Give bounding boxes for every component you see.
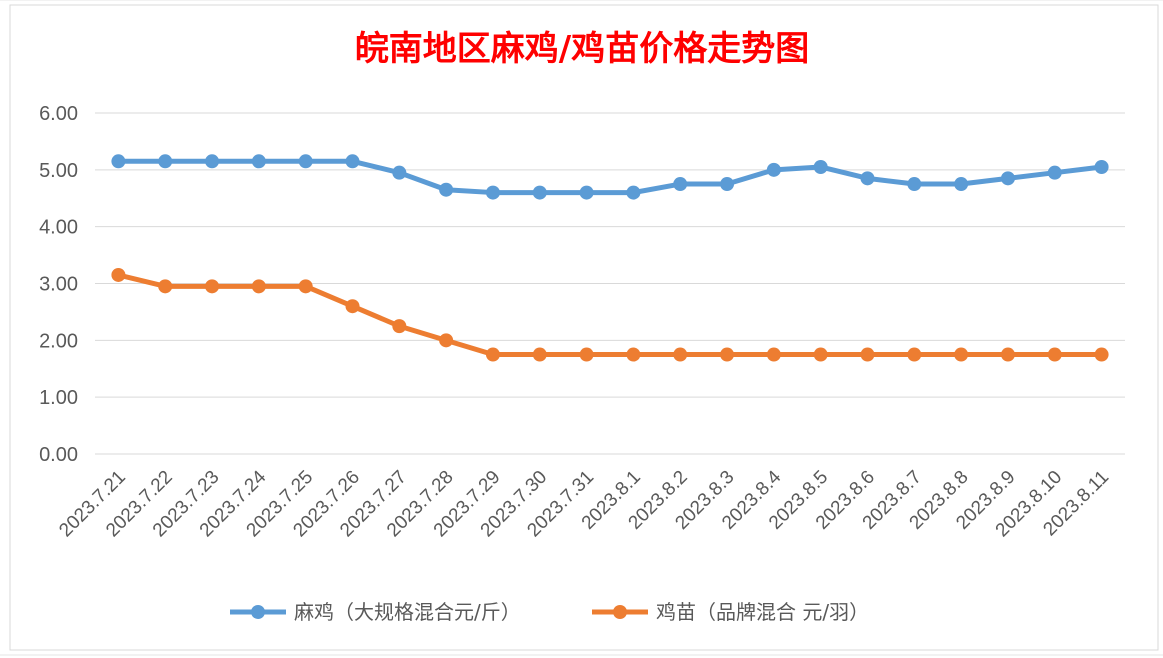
chart-area xyxy=(9,4,1159,651)
data-point xyxy=(205,154,220,169)
data-point xyxy=(392,319,407,334)
data-point xyxy=(673,177,688,192)
series-1 xyxy=(111,154,1109,200)
data-point xyxy=(158,279,173,294)
y-tick-label: 6.00 xyxy=(39,103,78,125)
data-point xyxy=(111,154,126,169)
data-point xyxy=(251,154,266,169)
y-axis-tick-labels: 0.00 1.00 2.00 3.00 4.00 5.00 6.00 xyxy=(39,103,78,466)
data-point xyxy=(907,177,922,192)
data-point xyxy=(954,177,969,192)
data-point xyxy=(1047,347,1062,362)
legend: 麻鸡（大规格混合元/斤） 鸡苗（品牌混合 元/羽） xyxy=(230,600,869,624)
series-line xyxy=(115,158,1105,196)
data-point xyxy=(813,347,828,362)
data-point xyxy=(298,279,313,294)
data-point xyxy=(485,185,500,200)
data-point xyxy=(626,347,641,362)
data-point xyxy=(251,279,266,294)
data-point xyxy=(532,347,547,362)
data-point xyxy=(907,347,922,362)
series-layer xyxy=(111,154,1109,362)
y-tick-label: 2.00 xyxy=(39,330,78,352)
data-point xyxy=(720,347,735,362)
legend-label: 麻鸡（大规格混合元/斤） xyxy=(294,600,521,624)
y-tick-label: 4.00 xyxy=(39,217,78,239)
data-point xyxy=(439,333,454,348)
data-point xyxy=(813,159,828,174)
data-point xyxy=(766,162,781,177)
data-point xyxy=(1094,347,1109,362)
data-point xyxy=(392,165,407,180)
chart-title: 皖南地区麻鸡/鸡苗价格走势图 xyxy=(355,29,809,69)
legend-label: 鸡苗（品牌混合 元/羽） xyxy=(656,600,869,624)
data-point xyxy=(345,154,360,169)
data-point xyxy=(720,177,735,192)
legend-item: 鸡苗（品牌混合 元/羽） xyxy=(592,600,869,624)
data-point xyxy=(766,347,781,362)
data-point xyxy=(111,267,126,282)
legend-item: 麻鸡（大规格混合元/斤） xyxy=(230,600,521,624)
y-tick-label: 1.00 xyxy=(39,387,78,409)
legend-marker xyxy=(251,605,265,619)
data-point xyxy=(298,154,313,169)
data-point xyxy=(439,182,454,197)
data-point xyxy=(345,299,360,314)
data-point xyxy=(860,171,875,186)
y-tick-label: 3.00 xyxy=(39,274,78,296)
data-point xyxy=(1000,347,1015,362)
data-point xyxy=(673,347,688,362)
data-point xyxy=(485,347,500,362)
data-point xyxy=(158,154,173,169)
series-line xyxy=(115,272,1105,358)
legend-marker xyxy=(613,605,627,619)
data-point xyxy=(532,185,547,200)
data-point xyxy=(1094,159,1109,174)
data-point xyxy=(1000,171,1015,186)
data-point xyxy=(579,185,594,200)
data-point xyxy=(579,347,594,362)
series-2 xyxy=(111,267,1109,362)
data-point xyxy=(205,279,220,294)
data-point xyxy=(1047,165,1062,180)
gridlines xyxy=(95,112,1125,455)
data-point xyxy=(626,185,641,200)
y-tick-label: 5.00 xyxy=(39,160,78,182)
y-tick-label: 0.00 xyxy=(39,444,78,466)
data-point xyxy=(860,347,875,362)
data-point xyxy=(954,347,969,362)
